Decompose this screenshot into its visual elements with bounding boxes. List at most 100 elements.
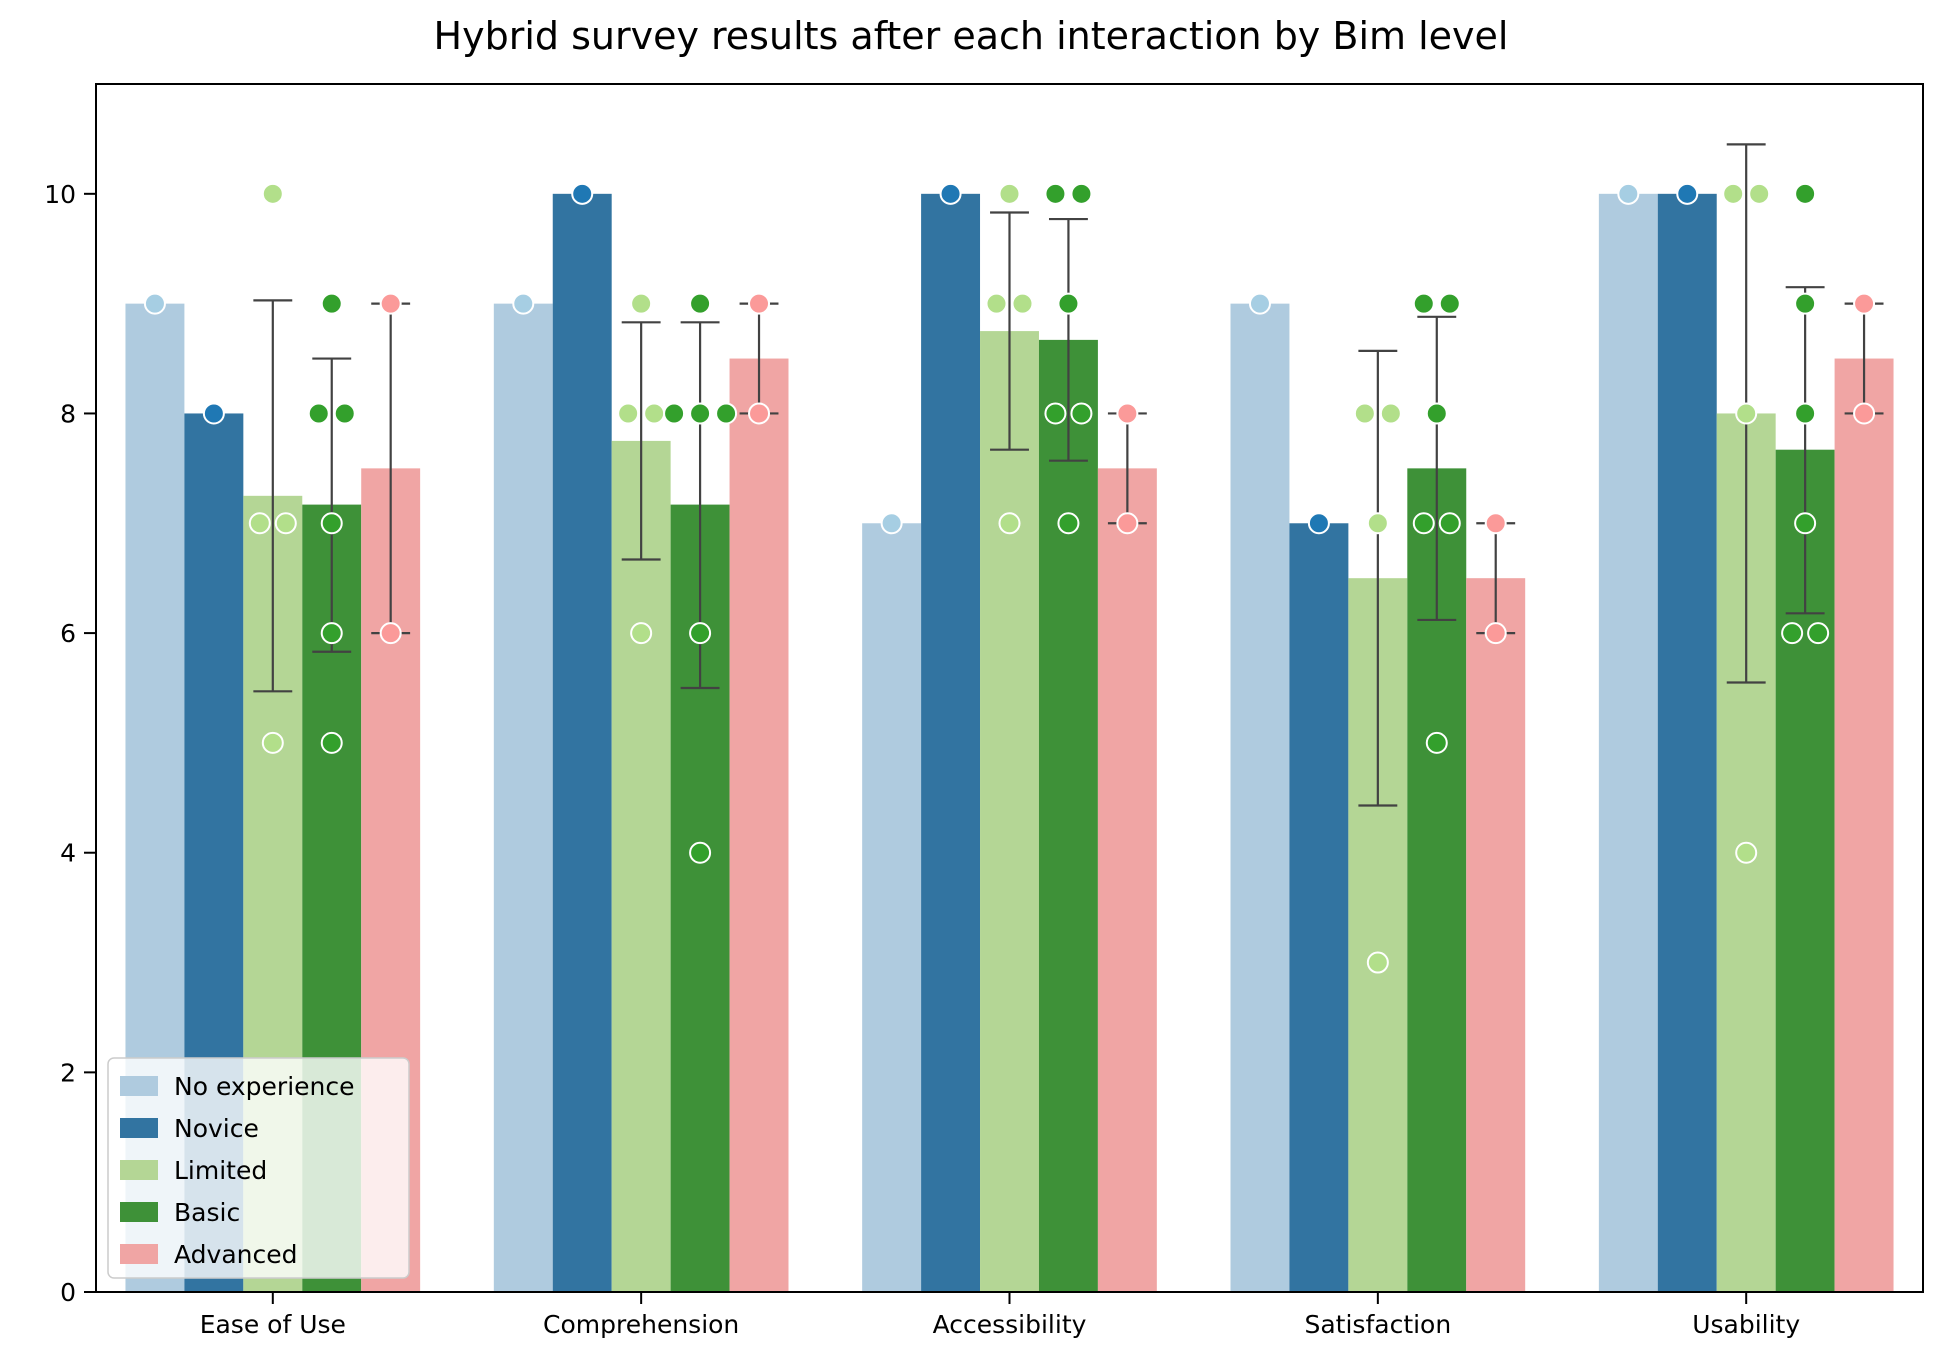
point-limited [261, 182, 284, 205]
legend-label-limited: Limited [174, 1156, 267, 1185]
point-basic [1070, 182, 1093, 205]
x-axis: Ease of Use Comprehension Accessibility Sat… [200, 1292, 1800, 1339]
error-bar-basic [1048, 217, 1088, 462]
point-limited [1353, 402, 1376, 425]
point-no-experience [880, 512, 903, 535]
bar-no-experience [1598, 193, 1658, 1293]
point-basic [689, 292, 712, 315]
bar-novice [921, 193, 981, 1293]
point-novice [571, 182, 594, 205]
point-limited [617, 402, 640, 425]
point-basic [1438, 292, 1461, 315]
point-novice [202, 402, 225, 425]
point-basic [1070, 402, 1093, 425]
y-tick-label: 4 [60, 839, 76, 868]
legend-label-novice: Novice [174, 1114, 259, 1143]
legend-label-advanced: Advanced [174, 1240, 298, 1269]
legend-swatch-limited [120, 1160, 158, 1180]
point-limited [1722, 182, 1745, 205]
legend-label-basic: Basic [174, 1198, 240, 1227]
x-tick-label: Ease of Use [200, 1310, 346, 1339]
point-limited [261, 731, 284, 754]
point-basic [1412, 512, 1435, 535]
x-tick-label: Usability [1692, 1310, 1800, 1339]
y-tick-label: 0 [60, 1278, 76, 1307]
point-advanced [1116, 512, 1139, 535]
bar-advanced [1466, 578, 1526, 1292]
error-bar-basic [312, 357, 352, 653]
point-limited [985, 292, 1008, 315]
points-layer [143, 182, 1876, 974]
point-limited [1366, 951, 1389, 974]
bar-no-experience [493, 303, 553, 1292]
point-basic [320, 731, 343, 754]
bar-limited [980, 331, 1039, 1292]
point-novice [939, 182, 962, 205]
point-advanced [379, 622, 402, 645]
point-no-experience [1617, 182, 1640, 205]
point-advanced [748, 292, 771, 315]
error-bar-limited [253, 299, 293, 693]
y-tick-label: 8 [60, 399, 76, 428]
y-tick-label: 10 [44, 180, 76, 209]
point-basic [689, 402, 712, 425]
point-basic [1794, 402, 1817, 425]
point-novice [1676, 182, 1699, 205]
point-advanced [1116, 402, 1139, 425]
y-axis: 0 2 4 6 8 10 [44, 180, 96, 1307]
point-limited [1011, 292, 1034, 315]
point-basic [1412, 292, 1435, 315]
point-basic [1807, 622, 1830, 645]
point-basic [715, 402, 738, 425]
bar-no-experience [1230, 303, 1290, 1292]
point-no-experience [512, 292, 535, 315]
chart-title: Hybrid survey results after each interac… [433, 14, 1509, 58]
point-limited [1379, 402, 1402, 425]
point-limited [630, 622, 653, 645]
point-limited [630, 292, 653, 315]
x-tick-label: Satisfaction [1304, 1310, 1451, 1339]
point-basic [1057, 512, 1080, 535]
point-limited [998, 182, 1021, 205]
legend: No experience Novice Limited Basic Advanced [107, 1057, 410, 1279]
point-advanced [1484, 512, 1507, 535]
error-bar-limited [621, 321, 661, 561]
y-tick-label: 6 [60, 619, 76, 648]
point-limited [274, 512, 297, 535]
point-basic [1425, 402, 1448, 425]
bar-basic [1038, 339, 1098, 1293]
point-limited [643, 402, 666, 425]
point-basic [1794, 292, 1817, 315]
point-advanced [379, 292, 402, 315]
point-basic [320, 292, 343, 315]
point-basic [663, 402, 686, 425]
bars-layer [125, 193, 1894, 1293]
point-limited [1735, 841, 1758, 864]
error-bar-limited [1358, 349, 1398, 807]
error-bar-limited [990, 211, 1029, 451]
point-basic [1057, 292, 1080, 315]
point-advanced [1484, 622, 1507, 645]
point-basic [1044, 402, 1067, 425]
point-limited [248, 512, 271, 535]
bar-no-experience [862, 523, 922, 1292]
point-limited [1366, 512, 1389, 535]
point-limited [1735, 402, 1758, 425]
x-tick-label: Comprehension [543, 1310, 739, 1339]
point-novice [1307, 512, 1330, 535]
point-basic [320, 622, 343, 645]
error-bar-basic [1785, 286, 1825, 615]
point-advanced [748, 402, 771, 425]
point-basic [1794, 182, 1817, 205]
point-basic [1794, 512, 1817, 535]
legend-swatch-advanced [120, 1244, 158, 1264]
point-limited [998, 512, 1021, 535]
point-basic [1425, 731, 1448, 754]
point-basic [689, 841, 712, 864]
legend-swatch-no-experience [120, 1076, 158, 1096]
bar-novice [1289, 523, 1349, 1292]
bar-advanced [729, 358, 789, 1293]
error-bar-basic [1417, 315, 1457, 622]
